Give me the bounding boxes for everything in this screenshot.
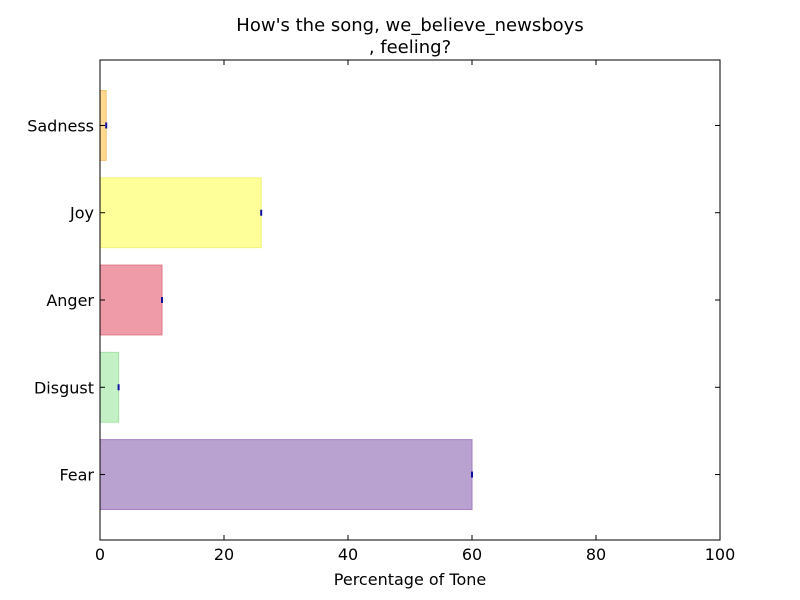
y-tick-label-sadness: Sadness: [27, 116, 94, 135]
y-tick-label-anger: Anger: [46, 291, 94, 310]
x-axis-label: Percentage of Tone: [334, 570, 486, 589]
x-tick-label: 0: [95, 545, 105, 564]
y-tick-label-joy: Joy: [69, 204, 94, 223]
bar-joy: [99, 177, 262, 249]
x-tick-label: 80: [586, 545, 606, 564]
bar-fear: [99, 439, 473, 510]
chart-title-line-2: , feeling?: [369, 37, 451, 58]
x-tick-label: 100: [705, 545, 736, 564]
x-tick-label: 40: [338, 545, 358, 564]
bars-group: [99, 90, 473, 510]
y-tick-label-disgust: Disgust: [34, 378, 94, 397]
x-tick-label: 60: [462, 545, 482, 564]
bar-end-markers: [105, 122, 473, 478]
x-tick-label: 20: [214, 545, 234, 564]
x-axis-ticks: 0 20 40 60 80 100: [95, 60, 735, 564]
y-axis-ticks: Fear Disgust Anger Joy Sadness: [27, 116, 720, 485]
bar-anger: [99, 264, 163, 336]
y-tick-label-fear: Fear: [59, 466, 94, 485]
chart-title-line-1: How's the song, we_believe_newsboys: [236, 15, 583, 36]
